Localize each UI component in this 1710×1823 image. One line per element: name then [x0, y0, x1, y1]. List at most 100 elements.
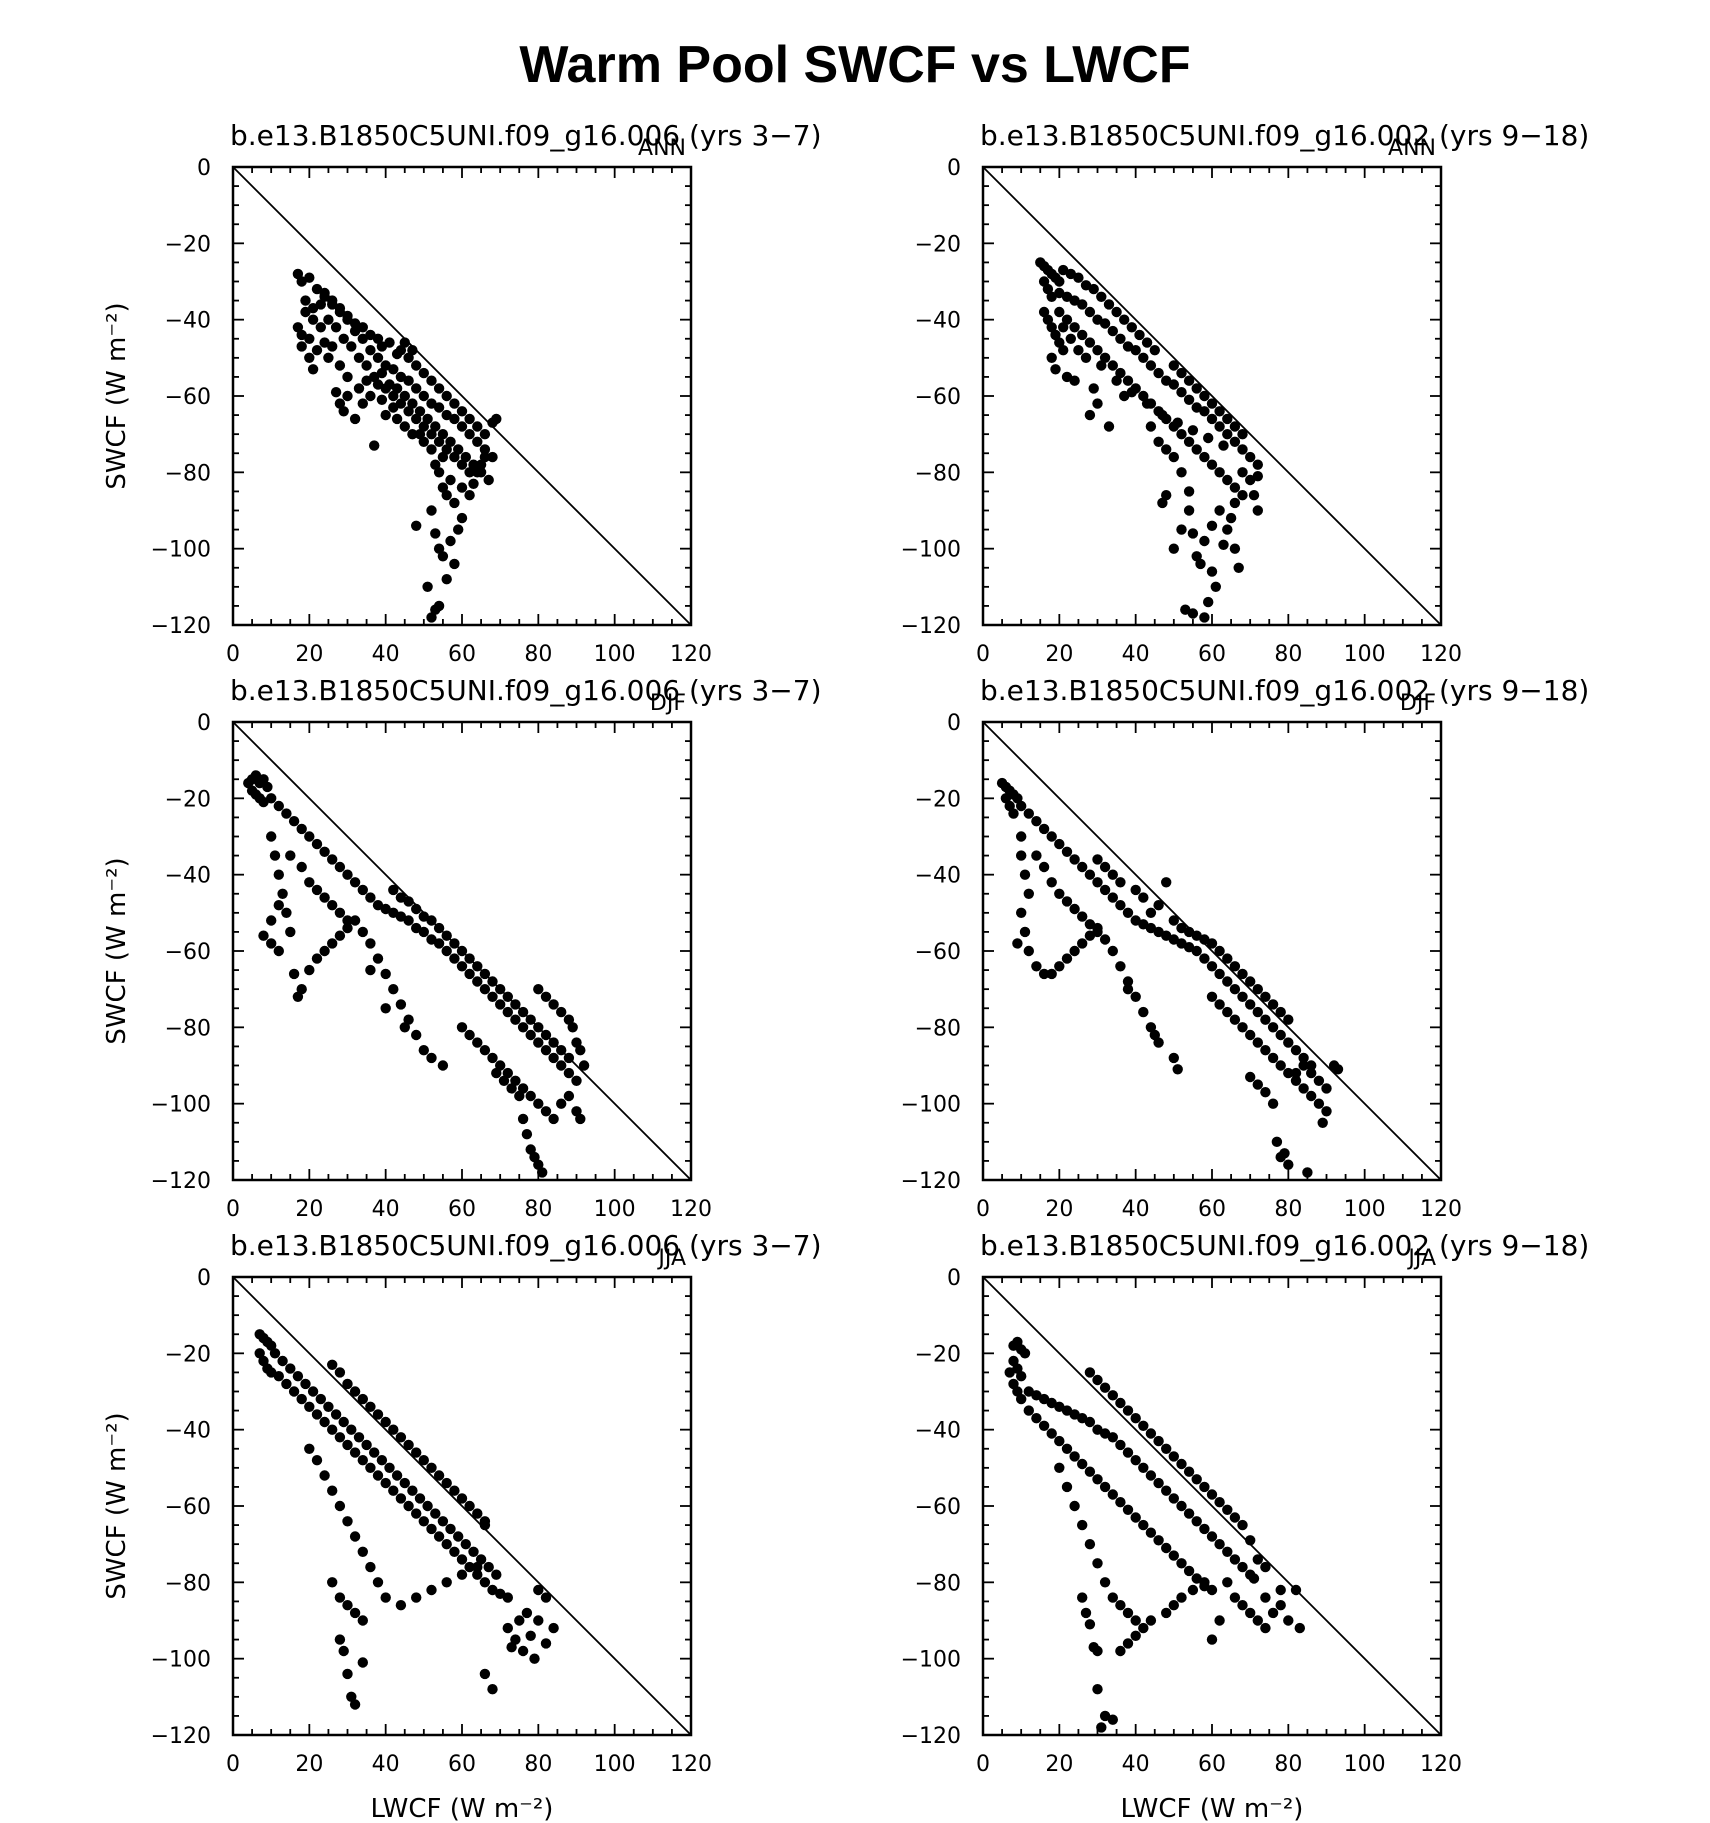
data-point [1237, 444, 1248, 455]
data-point [1191, 444, 1202, 455]
data-point [342, 1516, 353, 1527]
data-point [517, 1022, 529, 1033]
data-point [407, 429, 418, 440]
data-point [1115, 1645, 1126, 1657]
data-point [426, 915, 437, 926]
data-point [1206, 1584, 1218, 1596]
data-point [1107, 1489, 1119, 1500]
data-point [380, 409, 391, 421]
x-tick-label: 40 [1122, 1197, 1150, 1222]
data-point [304, 272, 315, 283]
data-point [1222, 1577, 1233, 1588]
data-point [506, 1083, 517, 1094]
data-point [414, 1493, 426, 1504]
data-point [1092, 1474, 1103, 1485]
data-point [1176, 1592, 1187, 1603]
data-point [456, 512, 468, 524]
data-point [1107, 1592, 1119, 1603]
x-axis-label: LWCF (W m⁻²) [1121, 1794, 1304, 1823]
data-point [1260, 1045, 1271, 1056]
data-point [281, 907, 292, 918]
data-point [453, 444, 464, 455]
data-point [372, 1577, 384, 1588]
data-point [361, 360, 372, 371]
data-point [327, 1359, 338, 1371]
data-point [472, 1569, 483, 1580]
data-point [1012, 793, 1023, 804]
data-point [1214, 1539, 1225, 1550]
data-point [403, 375, 414, 386]
data-point [1019, 869, 1031, 880]
data-point [1122, 375, 1134, 386]
data-point [1019, 926, 1031, 938]
data-point [269, 1348, 281, 1359]
data-point [266, 938, 277, 949]
data-point [1046, 1428, 1057, 1439]
data-point [1161, 1443, 1172, 1455]
data-point [1099, 861, 1111, 873]
data-point [449, 938, 460, 949]
data-point [269, 850, 281, 861]
data-point [357, 1393, 368, 1405]
data-point [1107, 1390, 1119, 1401]
data-point [311, 838, 323, 850]
data-point [1172, 1064, 1183, 1075]
y-tick-label: −60 [915, 1495, 961, 1520]
data-point [502, 1067, 513, 1079]
y-tick-label: −120 [151, 1724, 211, 1749]
data-point [1092, 854, 1103, 865]
data-point [1130, 1512, 1141, 1523]
data-point [1237, 490, 1248, 501]
data-point [1252, 1554, 1264, 1565]
data-point [1099, 934, 1111, 945]
data-point [304, 352, 315, 363]
data-point [349, 1607, 361, 1619]
data-point [1206, 413, 1218, 425]
data-point [1023, 945, 1034, 957]
data-point [307, 314, 319, 325]
data-point [1199, 406, 1210, 417]
data-point [349, 1699, 361, 1710]
data-point [483, 474, 494, 486]
data-point [1233, 562, 1244, 573]
data-point [1214, 1615, 1225, 1626]
data-point [433, 938, 445, 949]
data-point [1058, 345, 1069, 356]
data-point [563, 1052, 575, 1064]
data-point [330, 1409, 342, 1420]
data-point [307, 364, 319, 375]
data-point [1294, 1622, 1306, 1634]
data-point [349, 413, 361, 425]
data-point [1080, 280, 1092, 291]
data-point [1252, 459, 1264, 470]
data-point [1298, 1083, 1309, 1094]
y-tick-label: 0 [197, 711, 211, 736]
data-point [349, 1386, 361, 1397]
data-point [1206, 938, 1218, 949]
data-point [365, 938, 376, 949]
y-tick-label: −40 [165, 1419, 211, 1444]
data-point [1222, 429, 1233, 440]
data-point [1122, 1638, 1134, 1649]
data-point [334, 1367, 346, 1378]
data-point [1115, 1439, 1126, 1451]
data-point [1168, 1052, 1180, 1064]
data-point [1245, 1071, 1256, 1083]
data-point [342, 1600, 353, 1611]
data-point [1248, 490, 1260, 501]
data-point [296, 1393, 307, 1405]
data-point [1161, 1542, 1172, 1554]
data-point [403, 1439, 414, 1451]
data-point [315, 322, 326, 333]
data-point [258, 930, 269, 941]
data-point [1138, 1462, 1149, 1474]
data-point [1199, 1577, 1210, 1588]
y-tick-label: 0 [197, 156, 211, 181]
data-point [426, 1523, 437, 1535]
data-point [1290, 1045, 1302, 1056]
data-point [342, 390, 353, 402]
data-point [1038, 306, 1050, 318]
data-point [1161, 444, 1172, 455]
data-point [342, 1378, 353, 1390]
data-point [1222, 1504, 1233, 1516]
